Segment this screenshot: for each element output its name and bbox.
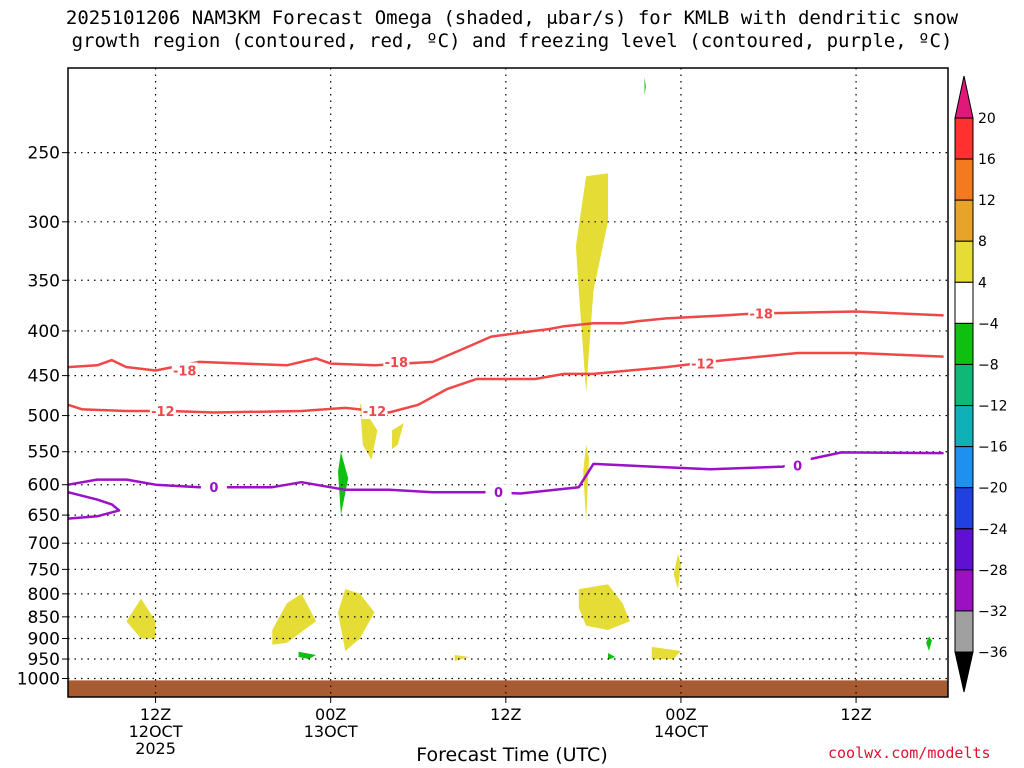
colorbar-bottom-arrow: [954, 651, 974, 693]
omega-shade-region: [583, 444, 589, 521]
omega-shade-region: [575, 173, 608, 393]
ground-fill: [68, 680, 948, 697]
colorbar-segment: [954, 117, 974, 160]
x-tick-date: 13OCT: [304, 722, 358, 741]
y-tick-label: 400: [28, 322, 60, 342]
contour-line: [67, 490, 121, 520]
x-tick-label: 00Z: [665, 705, 696, 724]
chart-title-line1: 2025101206 NAM3KM Forecast Omega (shaded…: [65, 7, 959, 29]
contour-label-bg: [383, 353, 410, 370]
colorbar-segment: [954, 240, 974, 283]
y-tick-label: 700: [28, 534, 60, 554]
y-tick-label: 550: [28, 443, 60, 463]
y-tick-label: 350: [28, 271, 60, 291]
contour-line: [67, 310, 944, 372]
y-tick-label: 600: [28, 476, 60, 496]
y-tick-label: 650: [28, 506, 60, 526]
colorbar-label: −32: [978, 604, 1008, 620]
colorbar-segment: [954, 569, 974, 612]
x-tick-label: 12Z: [140, 705, 171, 724]
omega-shade-region: [578, 584, 630, 630]
x-axis-label: Forecast Time (UTC): [416, 744, 608, 766]
x-tick-date: 14OCT: [654, 722, 708, 741]
contour-label-bg: [748, 305, 775, 322]
contour-label-bg: [171, 362, 198, 379]
colorbar-top-arrow: [954, 75, 974, 119]
colorbar-label: −8: [978, 357, 999, 373]
colorbar-segment: [954, 610, 974, 653]
contour-label: -12: [691, 358, 715, 373]
contour-label: -18: [173, 365, 197, 380]
contour-label-bg: [149, 402, 176, 419]
contour-label: 0: [494, 486, 503, 501]
contour-label: -18: [749, 307, 773, 322]
omega-shade-region: [126, 598, 156, 639]
contour-label: -12: [363, 405, 387, 420]
contour-label-bg: [689, 355, 716, 372]
colorbar-label: 20: [978, 111, 996, 127]
colorbar-label: −20: [978, 481, 1008, 497]
x-tick-date: 12OCT: [129, 722, 183, 741]
omega-shade-region: [298, 651, 317, 659]
omega-shade-region: [392, 423, 404, 449]
y-tick-label: 800: [28, 585, 60, 605]
colorbar-label: −16: [978, 440, 1008, 456]
contour-label-bg: [361, 402, 388, 419]
y-tick-label: 900: [28, 630, 60, 650]
contour-label-bg: [485, 484, 512, 501]
omega-shade-region: [338, 589, 375, 651]
plot-frame: [67, 67, 949, 698]
x-tick-label: 12Z: [840, 705, 871, 724]
colorbar-label: −24: [978, 522, 1008, 538]
source-credit: coolwx.com/modelts: [828, 744, 991, 762]
colorbar-label: 8: [978, 234, 987, 250]
omega-shade-region: [338, 451, 349, 516]
contour-label-bg: [200, 479, 227, 496]
colorbar-label: 12: [978, 193, 996, 209]
colorbar-label: −4: [978, 316, 999, 332]
omega-shade-region: [651, 646, 681, 659]
y-tick-label: 1000: [17, 669, 60, 689]
colorbar-segment: [954, 528, 974, 571]
colorbar-label: −28: [978, 563, 1008, 579]
contour-label: 0: [793, 459, 802, 474]
contour-line: [67, 451, 944, 495]
y-tick-label: 950: [28, 650, 60, 670]
contour-label: 0: [209, 481, 218, 496]
contour-label-bg: [784, 457, 811, 474]
y-tick-label: 300: [28, 213, 60, 233]
x-tick-year: 2025: [135, 739, 176, 758]
colorbar-segment: [954, 405, 974, 448]
colorbar-segment: [954, 322, 974, 365]
colorbar-label: 16: [978, 152, 996, 168]
colorbar-segment: [954, 199, 974, 242]
plot-area: [68, 68, 948, 697]
omega-shade-region: [673, 553, 681, 590]
contour-label: -12: [151, 405, 175, 420]
y-tick-label: 750: [28, 560, 60, 580]
colorbar-segment: [954, 446, 974, 489]
y-tick-label: 500: [28, 407, 60, 427]
y-tick-label: 450: [28, 367, 60, 387]
colorbar-label: −36: [978, 645, 1008, 661]
chart-title-line2: growth region (contoured, red, ºC) and f…: [71, 30, 953, 52]
colorbar-segment: [954, 281, 974, 324]
omega-shade-region: [272, 593, 317, 645]
colorbar-label: 4: [978, 275, 987, 291]
y-tick-label: 850: [28, 608, 60, 628]
omega-shade-region: [926, 636, 932, 651]
colorbar-label: −12: [978, 399, 1008, 415]
colorbar-segment: [954, 487, 974, 530]
omega-shade-region: [644, 77, 646, 96]
contour-label: -18: [385, 356, 409, 371]
colorbar-segment: [954, 158, 974, 201]
y-tick-label: 250: [28, 144, 60, 164]
x-tick-label: 12Z: [490, 705, 521, 724]
x-tick-label: 00Z: [315, 705, 346, 724]
colorbar-segment: [954, 363, 974, 407]
omega-shade-region: [608, 653, 616, 660]
